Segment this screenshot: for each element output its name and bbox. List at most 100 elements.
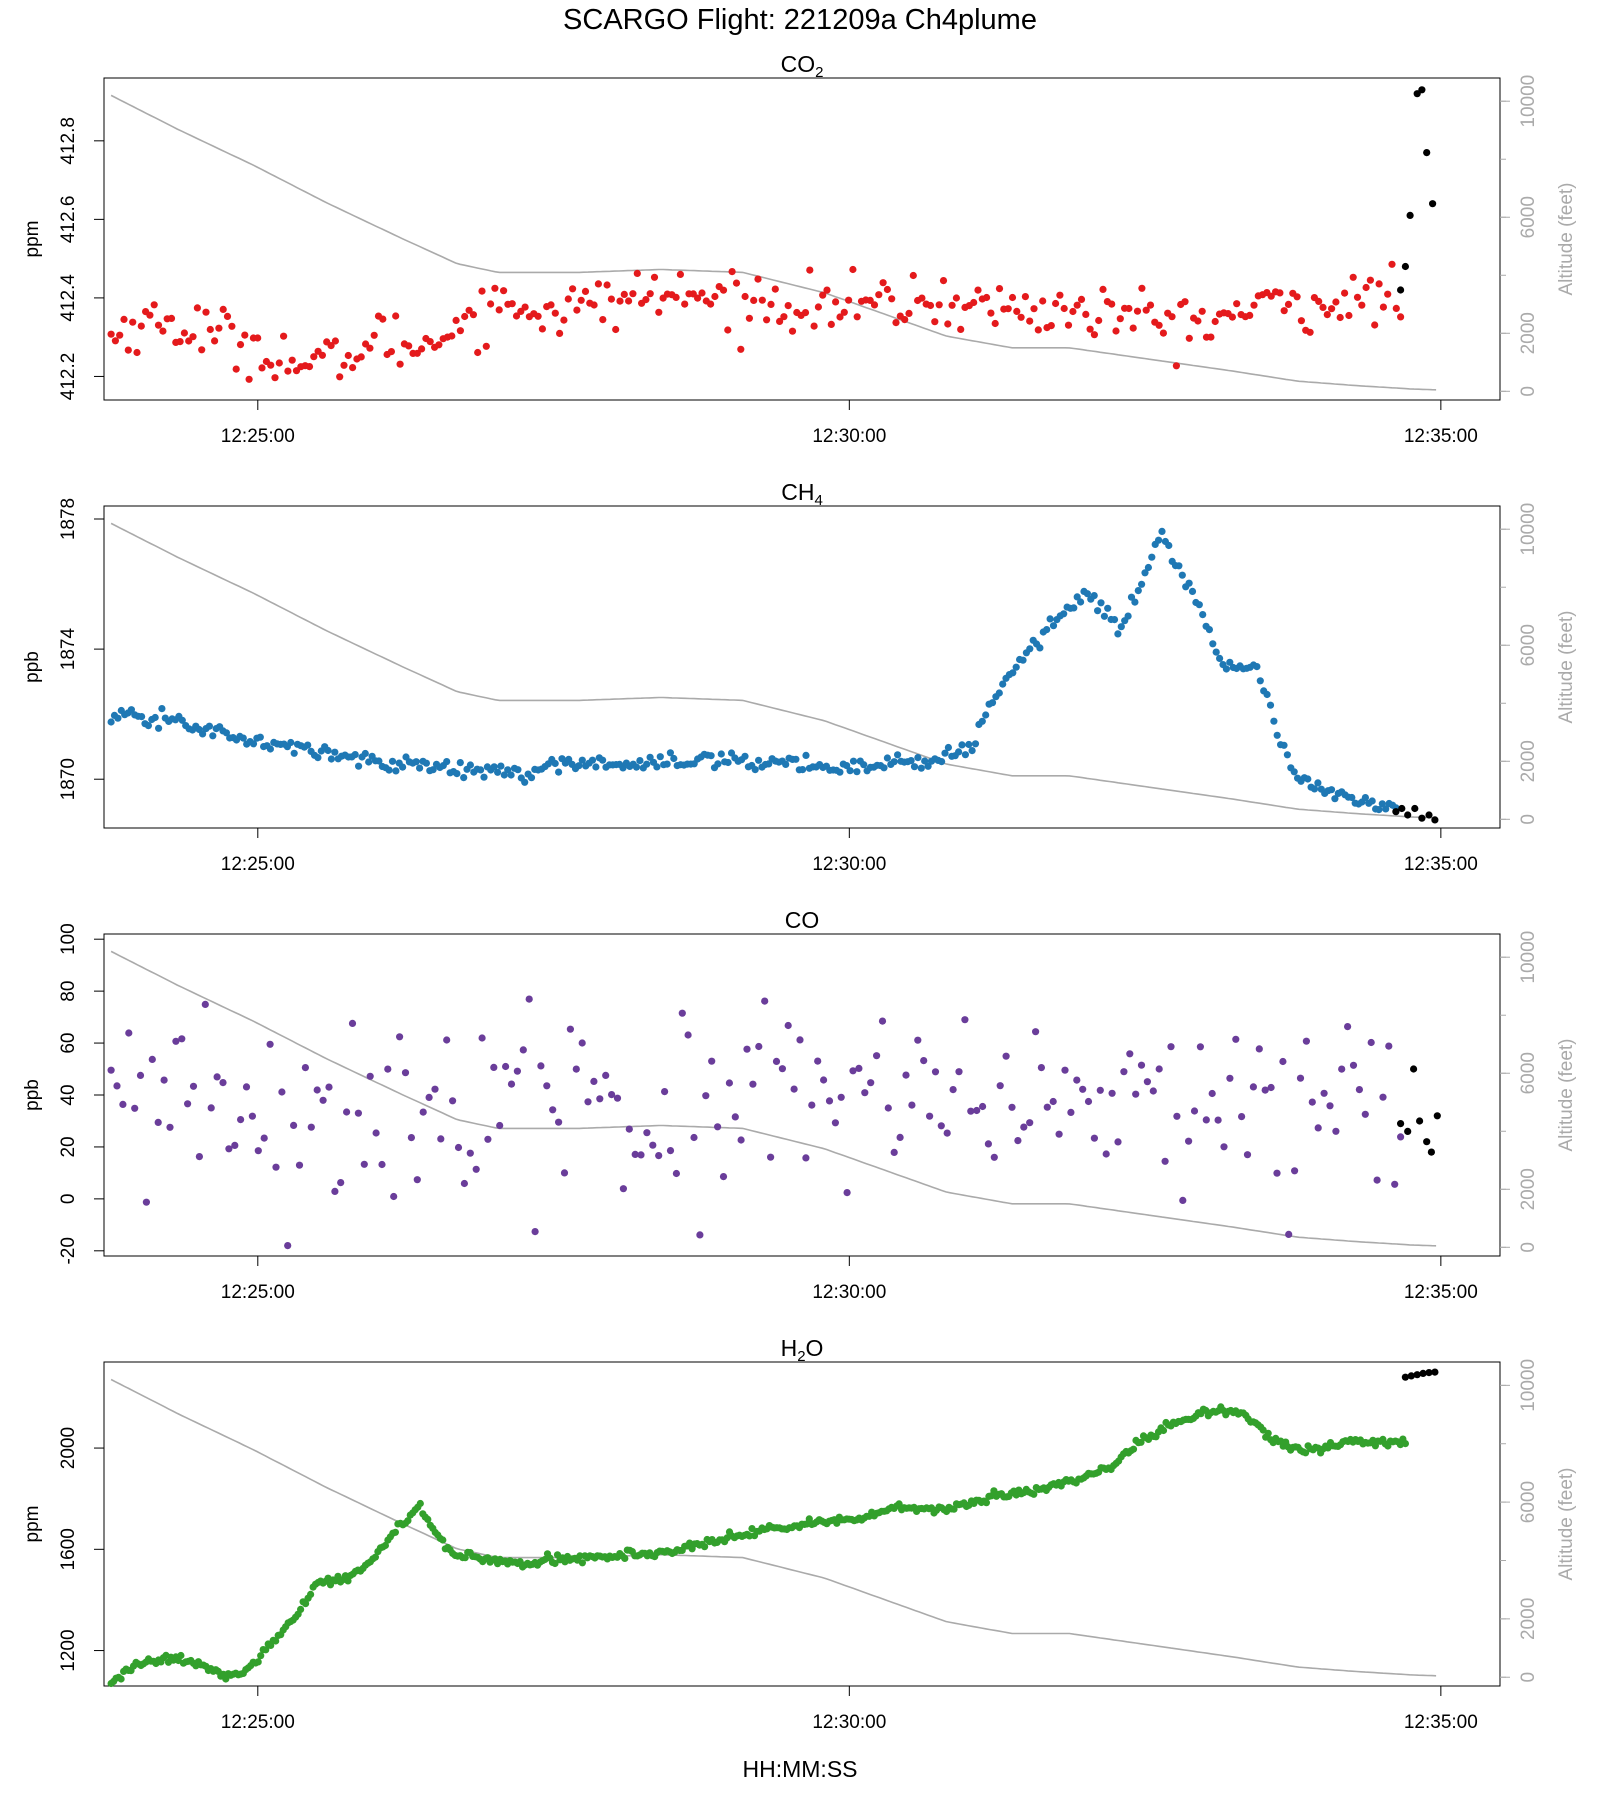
data-point [280,332,288,340]
panel-co2: CO2 ppm 412.2 412.4 412.6 412.8 0 2000 6000 10000… [22,51,1577,447]
data-point [990,1153,998,1161]
data-point [1060,304,1068,313]
data-point [193,304,201,312]
data-point [1036,644,1044,652]
data-point [971,740,980,748]
data-point [1323,311,1331,319]
altitude-tick-label: 0 [1518,1242,1539,1253]
x-tick-label: 12:35:00 [1404,1712,1478,1733]
data-point [1249,1083,1257,1091]
data-point [655,308,663,316]
data-point [873,1052,881,1060]
data-point [819,291,827,299]
data-point [555,768,563,776]
data-point [1017,313,1025,321]
data-point [275,359,283,367]
data-point [144,722,152,730]
data-point [215,324,223,332]
data-point [560,316,568,324]
data-point [939,277,948,285]
data-point [1094,607,1102,615]
y-tick-label: 1600 [58,1528,79,1570]
data-point [318,351,326,359]
data-point [767,1153,775,1161]
data-point [1367,1038,1375,1047]
altitude-tick-label: 2000 [1518,312,1539,354]
data-point [113,1082,121,1090]
data-point [1110,616,1119,624]
flagged-point [1411,804,1419,813]
data-point [1195,601,1203,609]
data-point [189,1082,198,1090]
data-point [1264,1429,1272,1437]
data-point [1179,1196,1187,1204]
data-point [556,329,564,337]
data-point [902,1071,910,1079]
data-point [461,312,469,321]
data-point [619,1185,628,1193]
data-point [1279,1057,1287,1066]
data-point [1067,1108,1075,1116]
data-point [1332,298,1340,306]
data-point [136,1071,145,1079]
flagged-point [1401,262,1409,271]
data-point [823,286,831,294]
data-point [555,1118,563,1126]
data-point [1084,1097,1093,1106]
data-point [365,758,373,766]
data-point [284,367,292,375]
data-point [222,729,230,737]
data-point [655,1152,663,1160]
panel-title-suffix: O [806,1335,824,1361]
flagged-point [1431,1368,1439,1376]
data-point [490,1063,498,1071]
data-point [1328,305,1336,313]
data-point [957,325,965,333]
data-point [840,308,848,316]
data-point [784,302,792,310]
data-point [888,295,896,303]
data-point [466,1149,474,1157]
data-point [866,296,874,304]
data-point [831,1119,840,1127]
data-point [983,293,991,302]
data-point [991,319,999,328]
data-point [1280,741,1288,749]
data-point [918,294,926,302]
data-point [1185,1137,1193,1145]
data-point [107,718,115,726]
data-point [1104,604,1112,612]
data-point [219,1079,227,1087]
data-point [267,361,275,369]
data-point [578,756,586,764]
figure-title: SCARGO Flight: 221209a Ch4plume [563,4,1037,36]
data-point [1304,775,1312,783]
data-point [1159,1426,1168,1435]
data-point [456,759,464,767]
data-point [236,341,245,349]
data-point [944,743,953,752]
data-point [827,320,835,328]
data-point [1009,669,1017,677]
altitude-line [110,94,1437,391]
data-point [272,1163,280,1171]
data-point [725,1079,734,1087]
data-point [694,294,702,302]
data-point [751,766,759,774]
data-point [578,1559,587,1567]
data-point [1353,293,1362,301]
data-point [1267,1083,1275,1092]
data-point [551,1559,559,1568]
data-point [331,1187,339,1195]
data-point [755,756,763,764]
data-point [625,297,633,305]
data-point [1004,305,1012,313]
data-point [1280,307,1288,315]
data-point [178,1035,186,1043]
data-point [952,294,961,302]
data-point [419,1108,427,1116]
data-point [883,754,892,762]
data-point [808,1101,816,1109]
data-point [814,1057,822,1065]
data-point [1290,768,1298,776]
